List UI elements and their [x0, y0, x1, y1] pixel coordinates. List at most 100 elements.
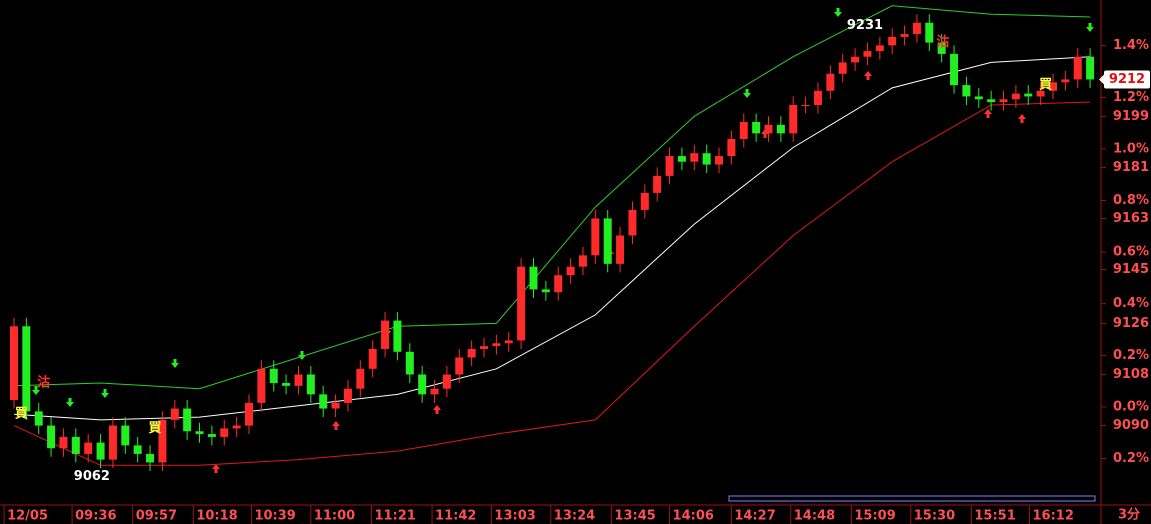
candle-body — [244, 402, 253, 426]
candle-body — [356, 368, 365, 389]
candle — [71, 428, 80, 463]
y-tick-label: 9108 — [1113, 367, 1149, 382]
candle-body — [677, 156, 686, 162]
candle-body — [170, 408, 179, 420]
candle — [677, 147, 686, 171]
candle — [47, 417, 56, 457]
candle-body — [418, 374, 427, 395]
x-tick-label: 13:03 — [494, 509, 535, 524]
candle-body — [9, 326, 18, 401]
candle-body — [282, 383, 291, 386]
candle — [1061, 70, 1070, 91]
candle-body — [480, 346, 489, 349]
candle — [838, 53, 847, 83]
candle-body — [628, 209, 637, 236]
candle — [306, 365, 315, 403]
candle — [888, 28, 897, 54]
candle — [121, 417, 130, 454]
candle — [937, 34, 946, 63]
candle — [492, 334, 501, 355]
candle — [244, 394, 253, 435]
candle-body — [616, 235, 625, 264]
y-tick-label: 9126 — [1113, 316, 1149, 331]
candle-body — [937, 42, 946, 54]
candle — [987, 90, 996, 111]
candle — [1073, 48, 1082, 88]
annotation: 買 — [15, 407, 28, 422]
candle — [84, 434, 93, 463]
candle-body — [554, 275, 563, 293]
x-tick-label: 16:12 — [1032, 509, 1073, 524]
candle — [925, 14, 934, 52]
candle-body — [702, 153, 711, 165]
y2-tick-label: 1.4% — [1113, 38, 1149, 53]
candle — [257, 360, 266, 412]
band-line — [13, 56, 1091, 421]
candle-body — [727, 139, 736, 157]
candle-body — [492, 343, 501, 347]
candle-body — [591, 218, 600, 256]
candle — [752, 113, 761, 142]
candle-body — [900, 34, 909, 37]
last-price-pointer — [1099, 73, 1105, 86]
candle — [343, 380, 352, 412]
y2-tick-label: 1.0% — [1113, 141, 1149, 156]
candle — [727, 130, 736, 165]
x-tick-label: 09:36 — [75, 509, 116, 524]
candle — [591, 209, 600, 264]
candle-body — [739, 121, 748, 140]
y2-tick-label: 0.8% — [1113, 193, 1149, 208]
candle — [517, 258, 526, 349]
candle-body — [912, 22, 921, 35]
candle-body — [257, 368, 266, 403]
candle-body — [195, 431, 204, 435]
candle-body — [566, 266, 575, 276]
candle-body — [999, 99, 1008, 103]
candle-body — [665, 156, 674, 176]
candle — [653, 167, 662, 202]
candle — [900, 25, 909, 46]
candle — [529, 258, 538, 298]
candle — [269, 360, 278, 392]
candle — [195, 422, 204, 443]
candle-body — [517, 266, 526, 341]
annotation: 買 — [148, 421, 161, 436]
candle-body — [653, 175, 662, 193]
candle-body — [158, 419, 167, 463]
y-tick-label: 9090 — [1113, 418, 1149, 433]
x-tick-label: 14:48 — [794, 509, 835, 524]
candle — [616, 226, 625, 273]
candle-body — [1073, 56, 1082, 80]
candle — [170, 400, 179, 429]
candle — [702, 144, 711, 174]
candle-body — [950, 53, 959, 86]
candle-body — [96, 442, 105, 460]
annotation: 買 — [1039, 78, 1052, 93]
y-tick-label: 9145 — [1113, 262, 1149, 277]
candle-body — [1061, 79, 1070, 83]
candle-body — [603, 218, 612, 264]
band-line — [13, 101, 1091, 466]
candle — [442, 365, 451, 398]
candle — [764, 116, 773, 142]
x-tick-label: 14:06 — [673, 509, 714, 524]
candle-body — [220, 428, 229, 437]
candle — [368, 340, 377, 378]
candle — [690, 144, 699, 171]
annotation: 沽 — [936, 34, 949, 50]
candle — [418, 365, 427, 403]
candle-body — [343, 388, 352, 403]
candle — [282, 374, 291, 395]
candle-body — [863, 51, 872, 57]
candle — [715, 147, 724, 174]
candle — [739, 113, 748, 148]
candle-body — [368, 348, 377, 369]
candle — [480, 337, 489, 358]
candle-body — [381, 320, 390, 349]
candle — [331, 394, 340, 418]
candle-body — [319, 394, 328, 409]
candle — [603, 209, 612, 273]
candle — [207, 425, 216, 446]
